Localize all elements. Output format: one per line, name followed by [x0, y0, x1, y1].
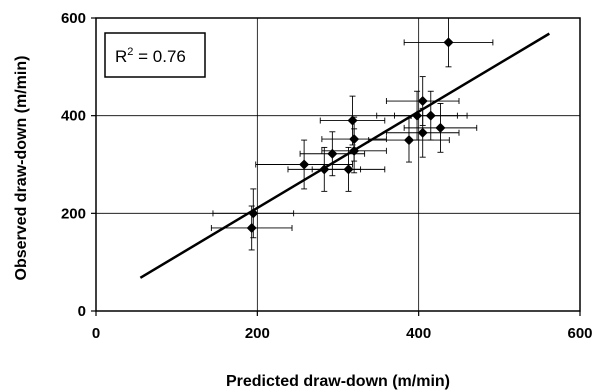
data-point-4	[327, 148, 338, 159]
data-point-8	[349, 145, 360, 156]
x-tick-label-400: 400	[406, 325, 431, 342]
data-point-7	[349, 134, 360, 145]
x-axis-title: Predicted draw-down (m/min)	[226, 373, 450, 390]
data-point-5	[343, 164, 354, 175]
regression-line-group	[139, 32, 550, 279]
data-point-10	[412, 110, 423, 121]
data-point-11	[417, 96, 428, 107]
data-point-9	[403, 135, 414, 146]
axis-ticks: 0 200 400 600 0 200 400 600	[61, 10, 593, 342]
regression-line	[139, 32, 550, 279]
y-axis-title: Observed draw-down (m/min)	[13, 56, 30, 281]
x-tick-label-200: 200	[245, 325, 270, 342]
data-point-13	[425, 110, 436, 121]
data-point-12	[417, 127, 428, 138]
data-point-2	[299, 159, 310, 170]
y-tick-label-200: 200	[61, 205, 86, 222]
r2-annotation: R2 = 0.76	[104, 32, 206, 78]
y-tick-label-0: 0	[78, 303, 86, 320]
data-point-6	[347, 115, 358, 126]
data-point-0	[246, 222, 257, 233]
data-point-3	[319, 164, 330, 175]
data-point-14	[435, 122, 446, 133]
data-points	[246, 37, 454, 233]
r2-annotation-box	[104, 32, 206, 78]
data-point-15	[443, 37, 454, 48]
data-point-1	[248, 208, 259, 219]
r2-annotation-text: R2 = 0.76	[115, 46, 186, 66]
x-tick-label-600: 600	[567, 325, 592, 342]
plot-area-border	[95, 17, 581, 312]
x-tick-label-0: 0	[92, 325, 100, 342]
y-tick-label-600: 600	[61, 10, 86, 27]
y-tick-label-400: 400	[61, 108, 86, 125]
